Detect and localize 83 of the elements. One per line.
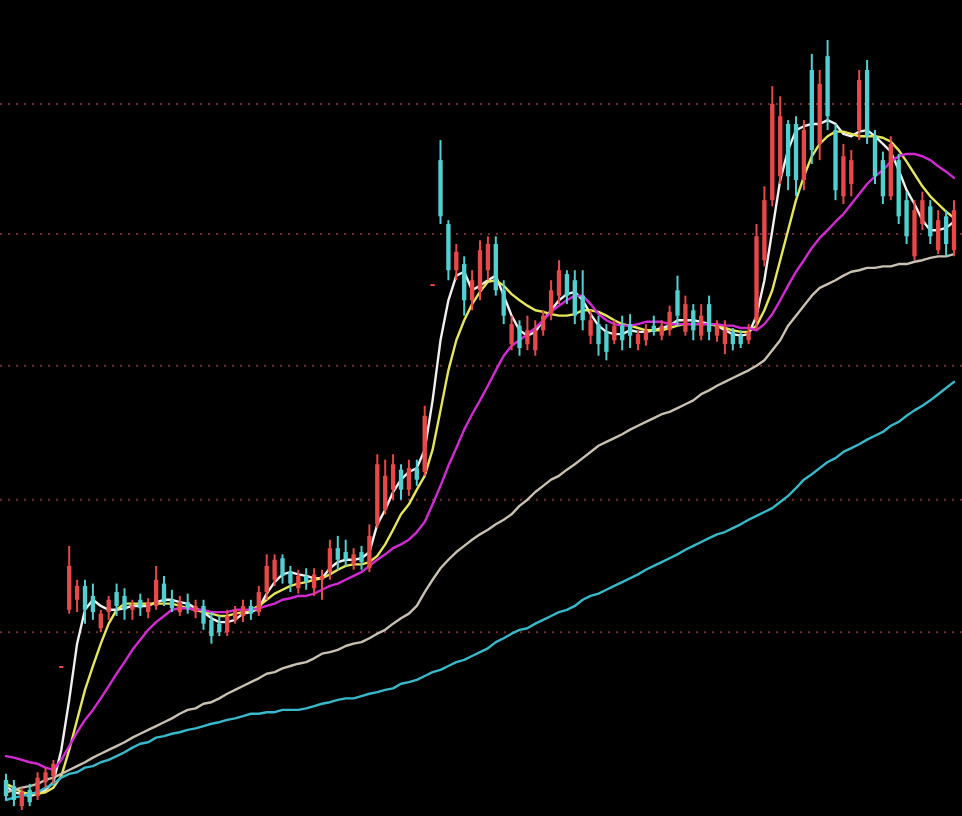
candlestick	[572, 269, 577, 326]
candlestick	[691, 303, 696, 342]
candlestick	[146, 597, 151, 620]
candlestick	[35, 771, 40, 801]
candlestick	[714, 319, 720, 343]
candlestick	[699, 303, 704, 342]
candlestick	[343, 538, 348, 567]
candlestick	[90, 582, 96, 621]
candlestick	[383, 458, 388, 516]
candlestick	[272, 553, 277, 587]
candlestick	[509, 314, 514, 352]
candlestick	[74, 578, 80, 614]
candlestick	[746, 323, 751, 346]
candlestick	[240, 598, 246, 624]
candlestick	[82, 578, 88, 625]
candlestick	[501, 279, 506, 326]
candlestick	[675, 274, 680, 327]
candlestick	[225, 608, 230, 637]
candlestick	[193, 598, 198, 620]
candlestick	[683, 294, 688, 337]
candlestick	[67, 544, 72, 615]
candlestick	[153, 564, 159, 611]
candlestick	[161, 574, 167, 607]
candlestick	[627, 313, 633, 349]
candlestick	[454, 243, 459, 282]
candlestick	[525, 314, 530, 352]
candlestick	[722, 319, 728, 356]
candlestick	[288, 564, 293, 594]
candlestick	[659, 319, 664, 342]
candlestick	[51, 758, 56, 785]
candlestick	[264, 553, 269, 601]
candlestick	[43, 766, 48, 789]
candlestick	[280, 553, 285, 585]
candlestick	[880, 150, 886, 206]
candlestick	[248, 598, 254, 621]
candlestick	[928, 199, 933, 246]
candlestick	[11, 778, 17, 808]
candlestick	[548, 279, 554, 322]
candlestick	[667, 304, 672, 337]
candlestick	[936, 209, 941, 256]
candlestick	[556, 259, 562, 306]
candlestick	[596, 314, 601, 357]
candlestick	[517, 319, 522, 357]
candlestick	[122, 587, 127, 621]
candlestick	[849, 149, 854, 198]
candlestick	[19, 786, 24, 811]
candlestick	[359, 544, 364, 571]
candlestick	[943, 209, 949, 258]
candlestick	[414, 458, 419, 487]
candlestick	[367, 523, 372, 574]
candlestick	[635, 329, 641, 352]
candlestick	[209, 611, 214, 645]
candlestick	[872, 129, 878, 185]
candlestick	[311, 567, 317, 597]
candlestick	[493, 235, 498, 297]
candlestick	[3, 772, 9, 801]
candlestick	[351, 547, 356, 571]
candlestick	[580, 269, 585, 332]
candlestick	[446, 219, 451, 282]
candlestick	[462, 255, 467, 317]
candlestick	[398, 463, 404, 501]
candlestick	[912, 199, 917, 262]
candlestick	[469, 269, 475, 312]
candlestick	[390, 453, 396, 501]
candlestick	[335, 534, 340, 571]
candlestick	[485, 235, 491, 282]
candlestick	[201, 598, 206, 631]
candlestick	[643, 323, 649, 347]
candlestick	[256, 584, 261, 617]
candlestick	[588, 309, 593, 346]
candlestick	[406, 458, 412, 497]
candlestick	[533, 319, 538, 357]
candlestick	[177, 594, 182, 617]
candlestick	[841, 142, 846, 206]
candlestick	[319, 568, 325, 601]
candlestick	[114, 582, 119, 617]
candlestick	[604, 323, 609, 362]
candlestick	[564, 269, 570, 306]
candlestick	[130, 598, 135, 621]
candlestick	[327, 538, 333, 581]
candlestick	[706, 294, 712, 342]
candlestick	[477, 239, 483, 302]
candlestick	[951, 199, 957, 258]
